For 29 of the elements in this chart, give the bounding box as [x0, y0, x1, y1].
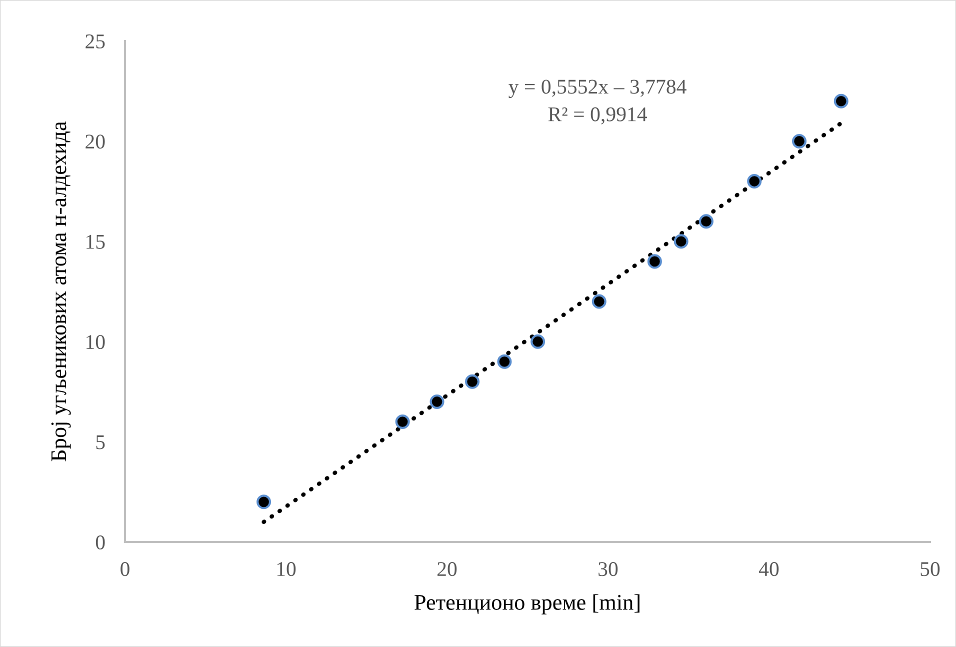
x-tick-label: 0 — [120, 562, 130, 576]
point — [465, 374, 480, 389]
point — [497, 354, 512, 369]
annotation: y = 0,5552x – 3,7784 — [508, 80, 686, 98]
x-axis-title: Ретенционо време [min] — [414, 594, 640, 614]
y-tick-label: 5 — [96, 435, 105, 450]
point — [592, 294, 606, 309]
x-tick-label: 40 — [758, 562, 779, 576]
y-tick-label: 0 — [96, 535, 105, 550]
point — [647, 254, 662, 269]
point — [698, 214, 714, 229]
point — [430, 394, 444, 409]
y-axis-title: Број угљеникових атома н-алдехида — [51, 121, 71, 462]
y-tick-label: 15 — [86, 234, 105, 249]
point — [395, 414, 410, 430]
point — [674, 234, 688, 249]
x-tick-label: 30 — [598, 562, 618, 576]
point — [256, 494, 272, 510]
annotation: R² = 0,9914 — [548, 107, 648, 124]
point — [747, 174, 762, 189]
point — [834, 94, 848, 108]
point — [530, 334, 546, 349]
y-tick-label: 25 — [86, 34, 105, 48]
y-tick-label: 20 — [86, 134, 105, 149]
x-tick-label: 10 — [277, 562, 296, 576]
x-tick-label: 20 — [438, 562, 457, 576]
x-tick-label: 50 — [920, 562, 940, 576]
point — [792, 134, 807, 148]
y-tick-label: 10 — [86, 334, 105, 350]
